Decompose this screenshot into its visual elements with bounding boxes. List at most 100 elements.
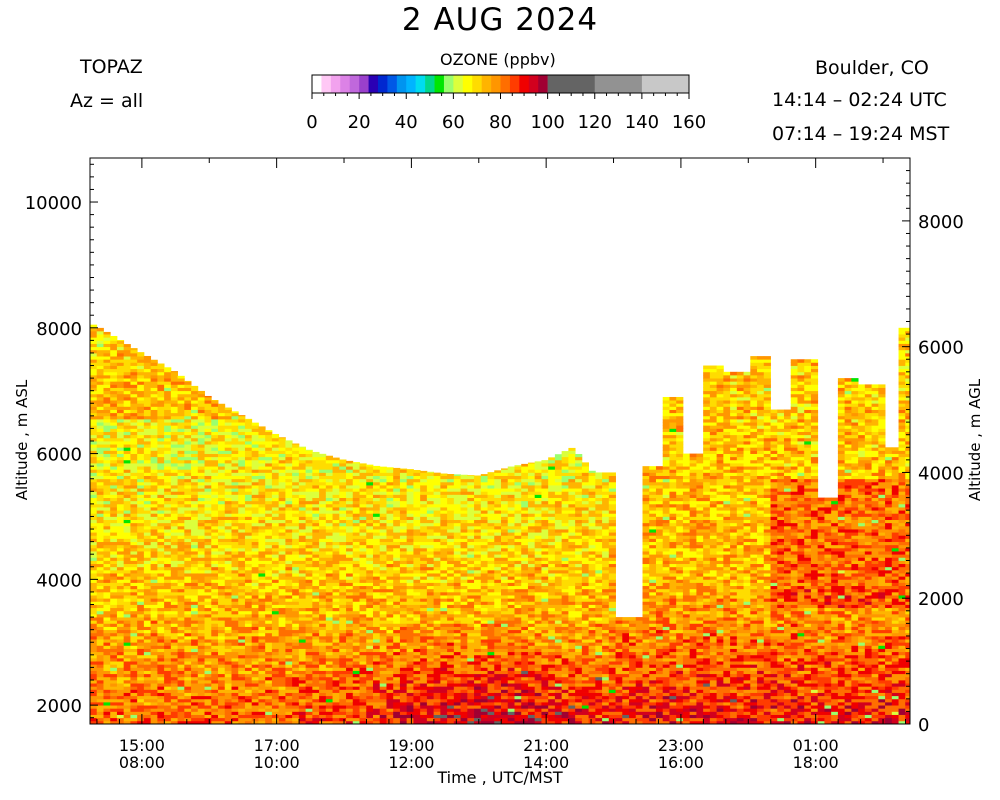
heatmap-cell xyxy=(130,683,138,687)
heatmap-cell xyxy=(204,698,212,703)
heatmap-cell xyxy=(123,601,131,605)
heatmap-cell xyxy=(137,598,145,602)
heatmap-cell xyxy=(339,585,347,590)
heatmap-cell xyxy=(359,720,367,725)
heatmap-cell xyxy=(332,507,340,511)
heatmap-cell xyxy=(143,525,152,530)
heatmap-cell xyxy=(298,591,307,596)
heatmap-cell xyxy=(278,588,286,593)
heatmap-cell xyxy=(319,491,327,495)
heatmap-cell xyxy=(305,544,313,549)
heatmap-cell xyxy=(271,607,280,612)
heatmap-cell xyxy=(372,488,381,492)
heatmap-cell xyxy=(352,632,360,637)
heatmap-cell xyxy=(413,516,421,521)
heatmap-cell xyxy=(177,598,185,602)
heatmap-cell xyxy=(339,695,347,700)
heatmap-cell xyxy=(197,648,205,653)
heatmap-cell xyxy=(150,661,158,665)
heatmap-cell xyxy=(352,645,360,649)
heatmap-cell xyxy=(130,450,138,454)
heatmap-cell xyxy=(406,503,414,508)
heatmap-cell xyxy=(292,469,300,473)
heatmap-cell xyxy=(346,538,354,543)
heatmap-cell xyxy=(204,657,212,662)
heatmap-cell xyxy=(170,667,178,671)
heatmap-cell xyxy=(258,648,266,653)
heatmap-cell xyxy=(157,516,165,521)
heatmap-cell xyxy=(110,500,118,505)
heatmap-cell xyxy=(393,500,401,505)
heatmap-cell xyxy=(285,686,293,690)
heatmap-cell xyxy=(150,598,158,602)
heatmap-cell xyxy=(96,679,104,684)
heatmap-cell xyxy=(265,532,273,536)
heatmap-cell xyxy=(251,676,259,681)
colorbar-segment xyxy=(509,75,520,93)
heatmap-cell xyxy=(258,617,266,621)
heatmap-cell xyxy=(157,431,165,436)
heatmap-cell xyxy=(298,532,307,536)
heatmap-cell xyxy=(319,676,327,681)
heatmap-cell xyxy=(278,551,286,555)
heatmap-cell xyxy=(251,664,259,668)
heatmap-cell xyxy=(116,441,125,445)
heatmap-cell xyxy=(413,566,421,571)
heatmap-cell xyxy=(110,601,118,605)
heatmap-cell xyxy=(197,519,205,524)
heatmap-cell xyxy=(191,519,199,524)
heatmap-cell xyxy=(130,500,138,505)
heatmap-cell xyxy=(191,667,199,671)
heatmap-cell xyxy=(366,475,374,480)
heatmap-cell xyxy=(271,695,280,700)
heatmap-cell xyxy=(319,459,327,464)
heatmap-cell xyxy=(90,403,98,407)
heatmap-cell xyxy=(372,560,381,565)
heatmap-cell xyxy=(312,554,320,558)
heatmap-cell xyxy=(325,535,333,539)
heatmap-cell xyxy=(278,620,286,624)
heatmap-cell xyxy=(332,613,340,618)
heatmap-cell xyxy=(339,497,347,502)
heatmap-cell xyxy=(143,444,152,448)
heatmap-cell xyxy=(170,415,178,420)
heatmap-cell xyxy=(218,632,226,637)
heatmap-cell xyxy=(251,642,259,646)
heatmap-cell xyxy=(346,645,354,649)
heatmap-cell xyxy=(285,692,293,697)
heatmap-cell xyxy=(184,654,192,659)
heatmap-cell xyxy=(413,560,421,565)
heatmap-cell xyxy=(231,595,239,599)
heatmap-cell xyxy=(258,426,266,429)
heatmap-cell xyxy=(399,488,408,492)
heatmap-cell xyxy=(352,573,360,577)
heatmap-cell xyxy=(170,547,178,552)
heatmap-cell xyxy=(103,362,111,366)
heatmap-cell xyxy=(150,720,158,725)
heatmap-cell xyxy=(191,569,199,574)
heatmap-cell xyxy=(332,535,340,539)
heatmap-cell xyxy=(244,623,253,627)
heatmap-cell xyxy=(420,591,428,596)
heatmap-cell xyxy=(359,519,367,524)
heatmap-cell xyxy=(285,701,293,706)
heatmap-cell xyxy=(177,626,185,631)
heatmap-cell xyxy=(130,456,138,461)
heatmap-cell xyxy=(298,544,307,549)
heatmap-cell xyxy=(177,629,185,634)
heatmap-cell xyxy=(238,623,246,627)
heatmap-cell xyxy=(244,661,253,665)
heatmap-cell xyxy=(305,522,313,527)
heatmap-cell xyxy=(103,450,111,454)
heatmap-cell xyxy=(305,604,313,609)
heatmap-cell xyxy=(271,717,280,722)
heatmap-cell xyxy=(386,607,394,612)
heatmap-cell xyxy=(204,409,212,414)
heatmap-cell xyxy=(406,686,414,690)
heatmap-cell xyxy=(386,475,394,480)
heatmap-cell xyxy=(191,582,199,587)
heatmap-cell xyxy=(137,400,145,404)
heatmap-cell xyxy=(393,610,401,615)
heatmap-cell xyxy=(130,437,138,442)
heatmap-cell xyxy=(278,472,286,476)
